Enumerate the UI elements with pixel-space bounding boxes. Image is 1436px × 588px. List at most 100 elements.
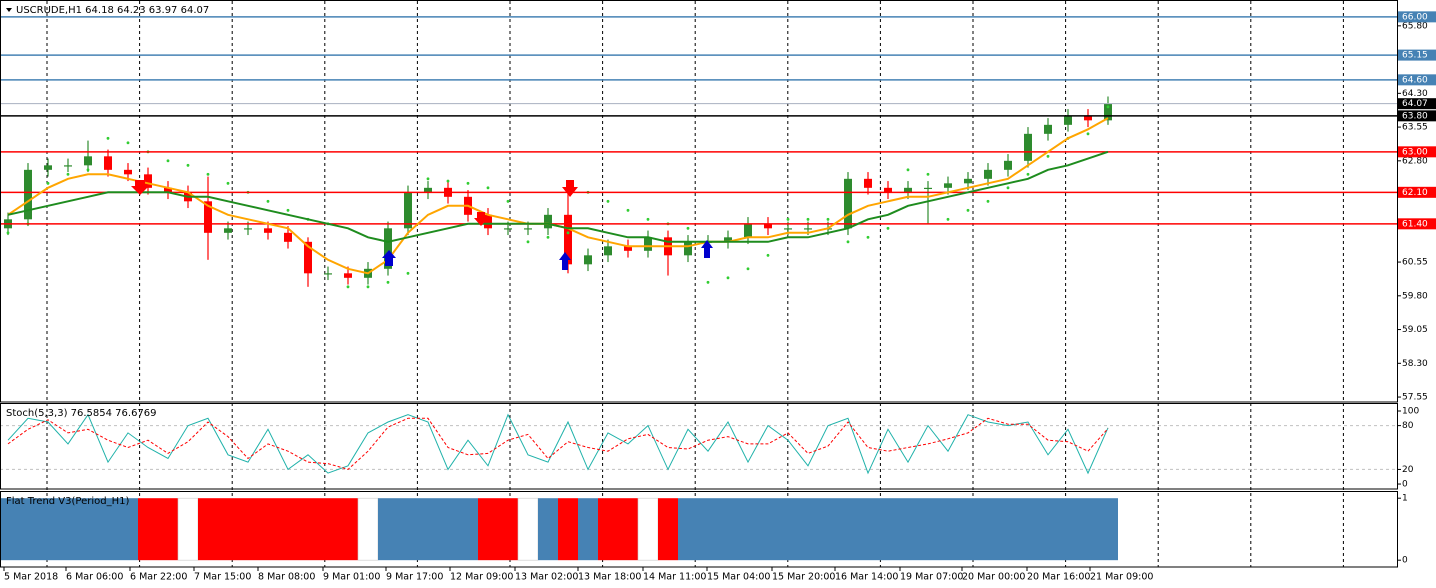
sar-dot [946, 217, 950, 221]
candle-body [584, 255, 592, 265]
trend-bar [878, 498, 898, 561]
sar-dot [286, 208, 290, 212]
candle-body [644, 237, 652, 251]
sar-dot [706, 280, 710, 284]
level-label-bg [1398, 186, 1436, 198]
y-tick-label: 59.80 [1402, 291, 1428, 301]
y-tick-label: 20 [1402, 465, 1414, 475]
stoch-panel-frame [0, 403, 1398, 490]
x-tick-label: 9 Mar 01:00 [323, 572, 380, 583]
y-tick-label: 1 [1402, 494, 1408, 504]
candle-body [304, 241, 312, 274]
candle-body [744, 223, 752, 238]
candle-body [64, 165, 72, 167]
sar-dot [406, 271, 410, 275]
last-price-label: 64.07 [1402, 99, 1428, 109]
buy-arrow [382, 250, 396, 266]
x-tick-label: 8 Mar 08:00 [258, 572, 315, 583]
level-label-bg [1398, 218, 1436, 230]
sar-dot [966, 208, 970, 212]
trend-bar [637, 497, 659, 561]
trend-bar [1038, 498, 1058, 561]
sar-dot [926, 172, 930, 176]
sar-dot [86, 168, 90, 172]
x-tick-label: 13 Mar 18:00 [578, 572, 641, 583]
sar-dot [626, 208, 630, 212]
trend-bar [798, 498, 818, 561]
sar-dot [1026, 172, 1030, 176]
buy-arrow [559, 252, 571, 270]
sar-dot [686, 226, 690, 230]
sar-dot [846, 240, 850, 244]
candle-body [904, 187, 912, 193]
level-label-bg [1398, 110, 1436, 122]
candle-body [624, 246, 632, 251]
sar-dot [446, 179, 450, 183]
moving-average [7, 150, 1109, 243]
x-tick-label: 9 Mar 17:00 [386, 572, 443, 583]
x-tick-label: 7 Mar 15:00 [194, 572, 251, 583]
trend-bar [458, 498, 478, 561]
candle-body [44, 165, 52, 170]
trend-bar [498, 498, 518, 561]
signal-arrows [131, 180, 713, 270]
trend-bar [918, 498, 938, 561]
candle-body [564, 214, 572, 265]
level-label-bg [1398, 49, 1436, 61]
trend-bar [558, 498, 578, 561]
sar-dot [386, 280, 390, 284]
trend-bar [357, 497, 379, 561]
x-tick-label: 12 Mar 09:00 [450, 572, 513, 583]
sar-dot [606, 199, 610, 203]
y-tick-label: 0 [1402, 480, 1408, 490]
sar-dot [1086, 132, 1090, 136]
trend-bar [0, 498, 18, 561]
trend-bar [658, 498, 678, 561]
trend-bar [618, 498, 638, 561]
trend-bar [78, 498, 98, 561]
price-axis: 5 Mar 2018 6 Mar 06:00 6 Mar 22:00 7 Mar 15… [3, 11, 1436, 583]
sar-dot [566, 231, 570, 235]
candle-body [784, 228, 792, 230]
trend-bar [678, 498, 698, 561]
sar-dot [106, 136, 110, 140]
level-label: 64.60 [1402, 75, 1428, 85]
trend-panel-frame [0, 491, 1398, 568]
x-tick-label: 20 Mar 16:00 [1027, 572, 1090, 583]
level-label: 61.40 [1402, 219, 1428, 229]
candle-body [724, 237, 732, 242]
y-tick-label: 65.80 [1402, 21, 1428, 31]
candle-body [864, 178, 872, 188]
sar-dot [986, 199, 990, 203]
trend-bar [938, 498, 958, 561]
sar-dot [906, 168, 910, 172]
level-label: 62.10 [1402, 188, 1428, 198]
x-tick-label: 16 Mar 14:00 [835, 572, 898, 583]
chart-header: USCRUDE,H1 64.18 64.23 63.97 64.07 [16, 5, 209, 16]
candle-body [804, 228, 812, 230]
y-tick-label: 58.30 [1402, 359, 1428, 369]
stoch-line [7, 417, 1109, 470]
trend-bar [958, 498, 978, 561]
trend-bar [198, 498, 218, 561]
y-tick-label: 59.05 [1402, 325, 1428, 335]
y-tick-label: 63.55 [1402, 123, 1428, 133]
sar-dot [366, 285, 370, 289]
trend-bar [758, 498, 778, 561]
candle-body [264, 228, 272, 233]
candle-body [24, 169, 32, 220]
trend-bar [898, 498, 918, 561]
sell-arrow [131, 180, 149, 195]
sar-dot [486, 186, 490, 190]
candle-body [484, 214, 492, 229]
sar-dot [786, 217, 790, 221]
y-tick-label: 64.30 [1402, 89, 1428, 99]
trend-bar [118, 498, 138, 561]
trend-bar [998, 498, 1018, 561]
sar-dot [506, 199, 510, 203]
candle-body [924, 187, 932, 190]
trend-bar [978, 498, 998, 561]
sar-dot [6, 231, 10, 235]
level-label: 63.00 [1402, 147, 1428, 157]
